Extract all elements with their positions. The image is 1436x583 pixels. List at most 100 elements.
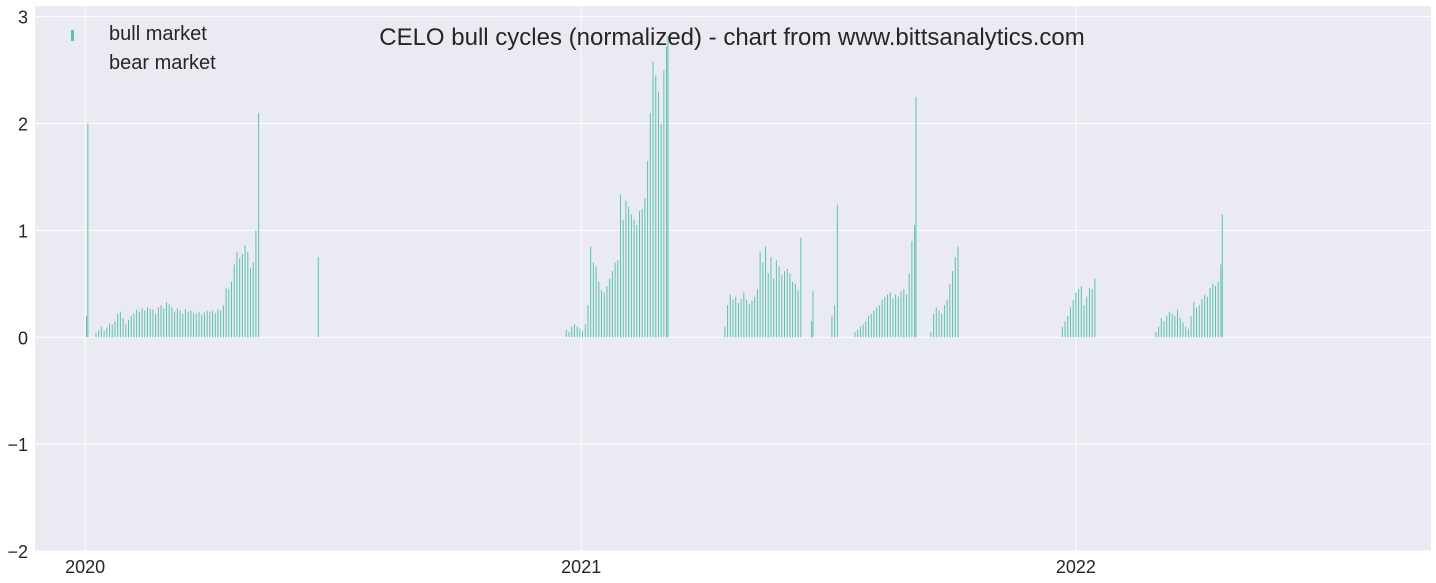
bull-bar [954,257,956,338]
bull-bar [878,305,880,338]
bull-bar [905,294,907,338]
bull-bar [611,271,613,338]
bull-bar [1209,288,1211,338]
bull-bar [938,310,940,338]
y-tick-label: −1 [7,435,28,455]
bull-bar [1072,299,1074,338]
bull-bar [157,307,159,338]
bull-bar [876,307,878,338]
bull-bar [884,296,886,338]
bull-bar [732,299,734,338]
bull-bar [141,308,143,338]
bull-bar [241,253,243,338]
bull-bar [244,245,246,338]
bull-bar [666,46,668,338]
y-tick-label: −2 [7,542,28,562]
bull-bar [1091,289,1093,338]
bull-bar [87,123,89,338]
bull-bar [881,299,883,338]
bull-bar [622,219,624,338]
bull-bar [155,313,157,338]
bull-bar [636,225,638,338]
bull-bar [633,219,635,338]
bull-bar [1196,307,1198,338]
bull-bar [171,307,173,338]
bull-bar [138,311,140,338]
bull-bar [862,324,864,338]
bull-bar [789,273,791,338]
bull-bar [1171,313,1173,338]
bull-bar [1155,331,1157,338]
bull-bar [933,313,935,338]
bull-bar [1163,321,1165,338]
bull-bar [1220,264,1222,338]
bull-bar [160,305,162,338]
bull-bar [767,273,769,338]
bull-bar [641,209,643,338]
bull-bar [573,324,575,338]
bull-bar [1166,315,1168,338]
bull-bar [590,246,592,338]
bull-bar [628,206,630,338]
bull-bar [620,194,622,338]
bull-bar [195,313,197,338]
bull-bar [182,313,184,338]
bull-bar [176,308,178,338]
bull-bar [1075,292,1077,338]
bull-bar [144,310,146,338]
bull-bar [582,330,584,338]
bull-bar [887,294,889,338]
bull-bar [1083,305,1085,338]
x-tick-labels: 2020 2021 2022 [65,557,1096,577]
bull-bar [797,290,799,338]
bull-bar [660,123,662,338]
bull-bar [111,324,113,338]
bull-bar [239,258,241,338]
bull-bar [865,321,867,338]
bull-bar [859,326,861,338]
bull-bar [957,246,959,338]
bull-bar [236,251,238,338]
bull-bar [217,309,219,338]
bull-bar [206,310,208,338]
bull-bar [598,281,600,338]
bull-bar [811,321,813,338]
bull-bar [214,312,216,338]
bull-bar [565,329,567,338]
bull-bar [943,305,945,338]
bull-bar [571,326,573,338]
bull-bar [756,289,758,338]
bull-bar [258,112,260,338]
bull-market-bars [86,35,1223,338]
bull-bar [114,321,116,338]
bull-bar [255,230,257,338]
bull-bar [1215,285,1216,338]
bull-bar [784,271,785,338]
bull-bar [152,309,154,338]
legend-bear-label: bear market [109,52,216,74]
bull-bar [762,262,764,338]
bull-bar [95,333,97,338]
bull-bar [1168,311,1170,338]
bull-bar [617,260,619,338]
bull-bar [133,313,135,338]
bull-bar [754,296,756,338]
bull-bar [1080,285,1082,338]
bull-bar [165,302,167,338]
bull-bar [198,311,200,338]
bull-bar [222,305,224,338]
bull-bar [903,289,905,338]
bull-bar [751,300,753,338]
bull-bar [592,262,594,338]
bull-bar [125,324,127,338]
bull-bar [1187,328,1189,338]
y-tick-label: 1 [18,221,28,241]
bull-bar [657,91,659,338]
bull-bar [100,326,102,338]
bull-bar [1212,283,1214,338]
bull-bar [190,310,192,338]
bull-bar [187,311,189,338]
bull-bar [98,329,100,338]
bull-bar [778,266,780,338]
bull-bar [1182,322,1184,338]
